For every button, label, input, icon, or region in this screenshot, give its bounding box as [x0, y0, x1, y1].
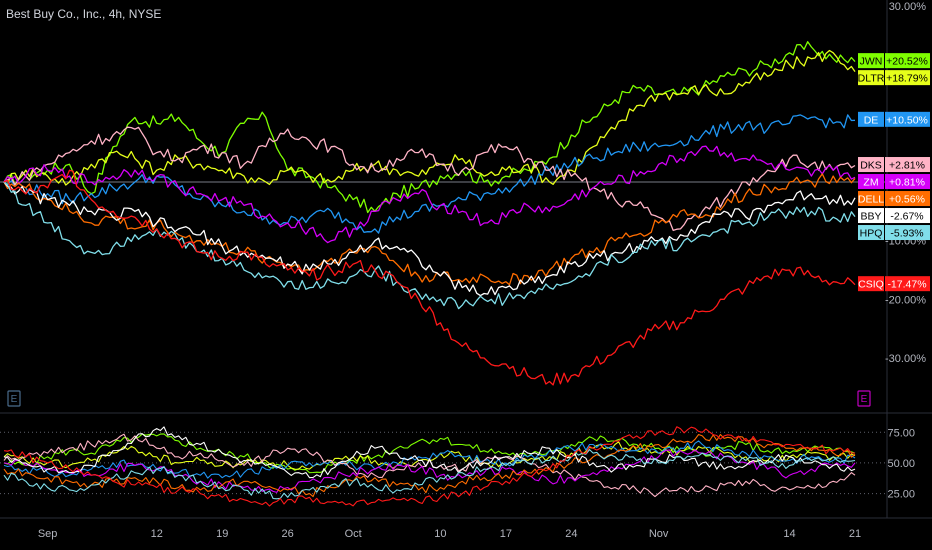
osc-line-4: [3, 449, 856, 493]
tag-symbol-bby: [858, 208, 884, 224]
tag-symbol-zm: [858, 174, 884, 190]
tag-value-text-csiq: -17.47%: [887, 279, 926, 291]
series-line-dks: [3, 126, 856, 232]
series-line-dell: [3, 173, 856, 286]
tag-symbol-dks: [858, 157, 884, 173]
tag-value-text-jwn: +20.52%: [886, 56, 928, 68]
tag-symbol-csiq: [858, 276, 884, 292]
tag-value-hpq: [885, 225, 930, 241]
earnings-marker-label-1: E: [861, 394, 868, 405]
x-tick-label-24: 24: [565, 528, 577, 540]
y-tick-label-30-00: -30.00%: [885, 353, 926, 365]
tag-symbol-text-csiq: CSIQ: [858, 279, 884, 291]
tag-value-text-de: +10.50%: [886, 114, 928, 126]
x-tick-label-19: 19: [216, 528, 228, 540]
x-tick-label-oct: Oct: [345, 528, 362, 540]
earnings-marker-0: [7, 390, 21, 407]
tag-symbol-text-hpq: HPQ: [860, 228, 883, 240]
series-line-jwn: [3, 41, 856, 214]
osc-tick-label-25-00: 25.00: [887, 489, 915, 501]
tag-value-text-zm: +0.81%: [889, 177, 925, 189]
time-axis[interactable]: Sep 12 19 26 Oct 10 17 24 Nov 14 21: [38, 528, 861, 540]
earnings-marker-1: [857, 390, 871, 407]
tag-value-dltr: [885, 70, 930, 86]
oscillator-lines: [3, 426, 856, 507]
series-line-de: [3, 114, 856, 234]
tag-symbol-dell: [858, 191, 884, 207]
tag-value-text-dltr: +18.79%: [886, 73, 928, 85]
y-tick-label-20-00: -20.00%: [885, 294, 926, 306]
tag-value-jwn: [885, 53, 930, 69]
tag-symbol-text-bby: BBY: [860, 211, 881, 223]
x-tick-label-nov: Nov: [649, 528, 669, 540]
tag-symbol-text-dks: DKS: [860, 160, 882, 172]
tag-value-csiq: [885, 276, 930, 292]
tag-symbol-de: [858, 111, 884, 127]
tag-symbol-jwn: [858, 53, 884, 69]
series-line-bby: [3, 181, 856, 297]
earnings-marker-label-0: E: [11, 394, 18, 405]
series-line-csiq: [3, 169, 856, 386]
tag-value-text-bby: -2.67%: [890, 211, 923, 223]
osc-line-7: [3, 449, 856, 500]
comparison-lines: [3, 41, 856, 386]
tag-value-dell: [885, 191, 930, 207]
tag-symbol-dltr: [858, 70, 884, 86]
osc-tick-label-75-00: 75.00: [887, 427, 915, 439]
tag-value-text-dks: +2.81%: [889, 160, 925, 172]
tag-value-text-hpq: -5.93%: [890, 228, 923, 240]
x-tick-label-sep: Sep: [38, 528, 58, 540]
x-tick-label-21: 21: [849, 528, 861, 540]
tag-symbol-text-jwn: JWN: [860, 56, 883, 68]
osc-tick-label-50-00: 50.00: [887, 458, 915, 470]
series-line-hpq: [3, 181, 856, 310]
series-line-dltr: [3, 49, 856, 186]
oscillator-axis[interactable]: 75.00 50.00 25.00: [887, 427, 915, 500]
x-tick-label-26: 26: [282, 528, 294, 540]
tag-symbol-text-zm: ZM: [863, 177, 878, 189]
osc-line-0: [3, 433, 856, 474]
tag-symbol-text-de: DE: [864, 114, 879, 126]
tag-value-zm: [885, 174, 930, 190]
tag-symbol-text-dell: DELL: [858, 194, 884, 206]
series-line-zm: [3, 145, 856, 244]
tag-symbol-text-dltr: DLTR: [858, 73, 885, 85]
last-value-tags: JWN +20.52%DLTR +18.79% DE +10.50% DKS +2.81% Z…: [858, 53, 930, 292]
tag-value-dks: [885, 157, 930, 173]
tag-value-de: [885, 111, 930, 127]
x-tick-label-10: 10: [434, 528, 446, 540]
osc-line-6: [3, 426, 856, 479]
x-tick-label-12: 12: [151, 528, 163, 540]
tag-value-bby: [885, 208, 930, 224]
tag-symbol-hpq: [858, 225, 884, 241]
osc-line-8: [3, 426, 856, 507]
x-tick-label-14: 14: [783, 528, 795, 540]
tag-value-text-dell: +0.56%: [889, 194, 925, 206]
x-tick-label-17: 17: [500, 528, 512, 540]
y-tick-label-30-00: 30.00%: [889, 1, 927, 13]
chart-title: Best Buy Co., Inc., 4h, NYSE: [6, 7, 162, 21]
